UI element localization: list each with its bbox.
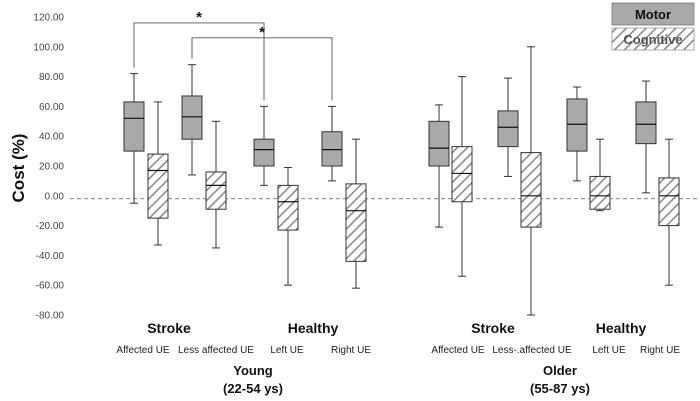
significance-bracket: * (133, 9, 265, 101)
y-tick-label: 80.00 (39, 72, 64, 83)
significance-bracket: * (191, 24, 333, 101)
legend-cognitive-label: Cognitive (623, 32, 682, 47)
motor-box-body (321, 131, 343, 167)
age-label-young: Young (233, 363, 273, 378)
y-tick-label: 40.00 (39, 132, 64, 143)
cognitive-box (277, 166, 299, 286)
group-label-older-stroke: Stroke (471, 320, 515, 336)
subgroup-label: Left UE (270, 345, 304, 356)
bracket-line (191, 37, 333, 101)
motor-box-body (253, 138, 275, 167)
cognitive-box-body (277, 184, 299, 231)
y-axis-label: Cost (%) (9, 134, 28, 203)
motor-box (428, 104, 450, 228)
significance-star: * (196, 9, 202, 26)
motor-box-body (497, 110, 519, 148)
cognitive-box (520, 46, 542, 316)
y-tick-labels: 120.00 100.00 80.00 60.00 40.00 20.00 0.00 -20.… (33, 13, 64, 322)
age-range-older: (55-87 ys) (530, 381, 590, 396)
cognitive-box-body (589, 175, 611, 210)
subgroup-label: Left UE (592, 345, 626, 356)
subgroup-label: Right UE (640, 345, 680, 356)
legend: Motor Cognitive (611, 2, 695, 51)
y-tick-label: 100.00 (33, 42, 64, 53)
age-range-young: (22-54 ys) (223, 381, 283, 396)
cognitive-box (451, 76, 473, 277)
y-tick-label: 0.00 (45, 191, 65, 202)
cognitive-box (345, 138, 367, 289)
motor-box (123, 73, 145, 204)
cognitive-box (205, 120, 227, 249)
box-series (123, 46, 680, 316)
bracket-line (133, 22, 265, 101)
motor-box-body (635, 101, 657, 145)
cognitive-box-body (658, 177, 680, 227)
group-label-older-healthy: Healthy (596, 320, 647, 336)
cognitive-box-body (520, 152, 542, 228)
subgroup-label: Affected UE (116, 345, 170, 356)
subgroup-label: Affected UE (431, 345, 485, 356)
motor-box-body (181, 95, 203, 140)
y-tick-label: 60.00 (39, 102, 64, 113)
cognitive-box (147, 101, 169, 246)
significance-star: * (259, 24, 265, 41)
group-labels: Stroke Healthy Stroke Healthy (147, 320, 646, 336)
y-tick-label: -40.00 (36, 251, 65, 262)
cognitive-box (589, 138, 611, 212)
subgroup-label: Right UE (331, 345, 371, 356)
age-group-labels: Young (22-54 ys) Older (55-87 ys) (223, 363, 590, 396)
cognitive-box-body (147, 153, 169, 219)
y-tick-label: -60.00 (36, 281, 65, 292)
motor-box (181, 64, 203, 176)
motor-box (566, 86, 588, 182)
subgroup-label: Less-.affected UE (492, 345, 572, 356)
legend-motor-label: Motor (635, 7, 671, 22)
motor-box-body (428, 120, 450, 167)
motor-box-body (566, 98, 588, 152)
cognitive-box (658, 138, 680, 286)
cognitive-box-body (205, 171, 227, 210)
subgroup-labels: Affected UE Less affected UE Left UE Rig… (116, 345, 680, 356)
cognitive-box-body (345, 183, 367, 262)
motor-box-body (123, 101, 145, 152)
motor-box (635, 80, 657, 194)
group-label-young-stroke: Stroke (147, 320, 191, 336)
subgroup-label: Less affected UE (178, 345, 254, 356)
motor-box (497, 77, 519, 177)
legend-motor-swatch (611, 2, 695, 26)
y-tick-label: 20.00 (39, 162, 64, 173)
age-label-older: Older (543, 363, 577, 378)
cognitive-box-body (451, 146, 473, 203)
motor-box (321, 105, 343, 182)
group-label-young-healthy: Healthy (288, 320, 339, 336)
significance-brackets: ** (133, 9, 333, 101)
y-tick-label: -20.00 (36, 221, 65, 232)
y-tick-label: 120.00 (33, 13, 64, 24)
motor-box (253, 105, 275, 186)
y-tick-label: -80.00 (36, 311, 65, 322)
legend-cognitive-swatch (611, 27, 695, 51)
